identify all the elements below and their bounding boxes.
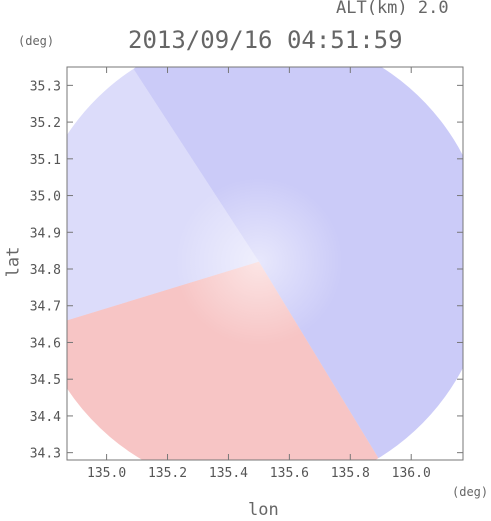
x-axis-label: lon	[248, 500, 279, 520]
y-axis-label: lat	[3, 246, 24, 278]
y-tick-label: 34.5	[30, 373, 61, 388]
x-tick-label: 135.6	[270, 466, 309, 481]
y-tick-label: 35.3	[30, 79, 61, 94]
y-tick-label: 35.2	[30, 116, 61, 131]
x-axis-unit: (deg)	[452, 485, 489, 499]
axes: 135.0 135.2 135.4 135.6 135.8 136.0 34.3 34.4 34…	[30, 67, 463, 481]
x-tick-label: 135.0	[87, 466, 126, 481]
plot-frame	[66, 66, 464, 461]
y-tick-label: 34.7	[30, 300, 61, 315]
y-tick-label: 34.6	[30, 336, 61, 351]
y-tick-label: 34.4	[30, 410, 61, 425]
y-axis-unit: (deg)	[18, 34, 55, 48]
x-tick-label: 135.4	[209, 466, 248, 481]
y-tick-label: 34.8	[30, 263, 61, 278]
chart-subtitle: ALT(km) 2.0	[336, 0, 449, 18]
chart-title: 2013/09/16 04:51:59	[128, 26, 403, 54]
y-tick-label: 35.0	[30, 190, 61, 205]
y-tick-label: 34.3	[30, 447, 61, 462]
velocity-field	[67, 67, 463, 460]
x-tick-label: 136.0	[392, 466, 431, 481]
x-tick-label: 135.2	[148, 466, 187, 481]
y-tick-label: 35.1	[30, 153, 61, 168]
y-tick-label: 34.9	[30, 226, 61, 241]
x-tick-label: 135.8	[331, 466, 370, 481]
radar-center-fade	[118, 121, 399, 402]
